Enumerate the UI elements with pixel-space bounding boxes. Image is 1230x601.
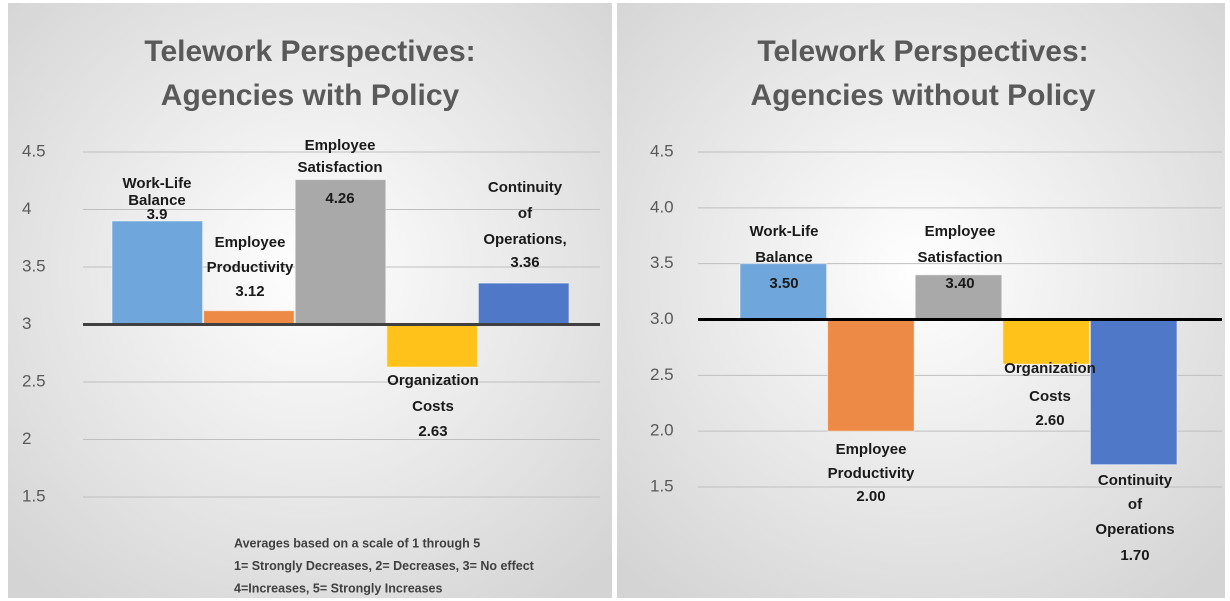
y-tick-label: 3.5 <box>650 253 674 272</box>
bar <box>111 220 204 325</box>
chart-title: Telework Perspectives: Agencies with Poli… <box>144 35 475 112</box>
data-label-name: Employee Satisfaction <box>917 223 1002 266</box>
y-tick-label: 1.5 <box>22 486 46 505</box>
bar <box>203 310 295 326</box>
note: Averages based on a scale of 1 through 5 <box>234 536 480 550</box>
bar <box>1002 319 1090 365</box>
note: 1= Strongly Decreases, 2= Decreases, 3= … <box>234 559 535 573</box>
data-label-name: Employee Satisfaction <box>297 137 382 176</box>
data-label: 3.12 <box>235 283 264 300</box>
data-label-name: Employee Productivity <box>828 441 915 482</box>
y-tick-label: 2.0 <box>650 421 674 440</box>
data-label-name: Work-Life Balance <box>123 175 192 209</box>
data-label: 2.60 <box>1035 412 1064 429</box>
bar <box>739 263 828 320</box>
bar <box>914 274 1003 321</box>
y-tick-label: 1.5 <box>650 476 674 495</box>
y-tick-label: 3 <box>22 314 31 333</box>
data-label-name: Continuity of Operations, <box>483 179 566 248</box>
data-label-name: Organization Costs <box>387 372 479 415</box>
data-label: 3.50 <box>769 275 798 292</box>
data-label: 2.00 <box>856 488 885 505</box>
data-label-name: Work-Life Balance <box>750 223 819 266</box>
y-tick-label: 2 <box>22 429 31 448</box>
bar <box>827 319 915 432</box>
data-label: 3.36 <box>510 254 539 271</box>
bar <box>294 179 387 325</box>
data-label: 3.40 <box>945 275 974 292</box>
data-label-name: Employee Productivity <box>207 234 294 276</box>
data-label: 1.70 <box>1120 547 1149 564</box>
chart-title: Telework Perspectives: Agencies without P… <box>750 35 1095 112</box>
note: 4=Increases, 5= Strongly Increases <box>234 581 443 595</box>
bar <box>1089 319 1178 466</box>
bar <box>386 324 478 368</box>
data-label: 2.63 <box>418 423 447 440</box>
data-label-name: Continuity of Operations <box>1095 472 1174 538</box>
y-tick-label: 4.5 <box>22 141 46 160</box>
y-tick-label: 4.5 <box>650 141 674 160</box>
y-tick-label: 2.5 <box>22 371 46 390</box>
data-label: 4.26 <box>325 190 354 207</box>
y-tick-label: 2.5 <box>650 365 674 384</box>
data-label-name: Organization Costs <box>1004 360 1096 405</box>
y-tick-label: 4.0 <box>650 197 674 216</box>
y-tick-label: 4 <box>22 199 31 218</box>
bar <box>477 282 570 326</box>
data-label: 3.9 <box>147 206 168 223</box>
y-tick-label: 3.5 <box>22 256 46 275</box>
y-tick-label: 3.0 <box>650 309 674 328</box>
